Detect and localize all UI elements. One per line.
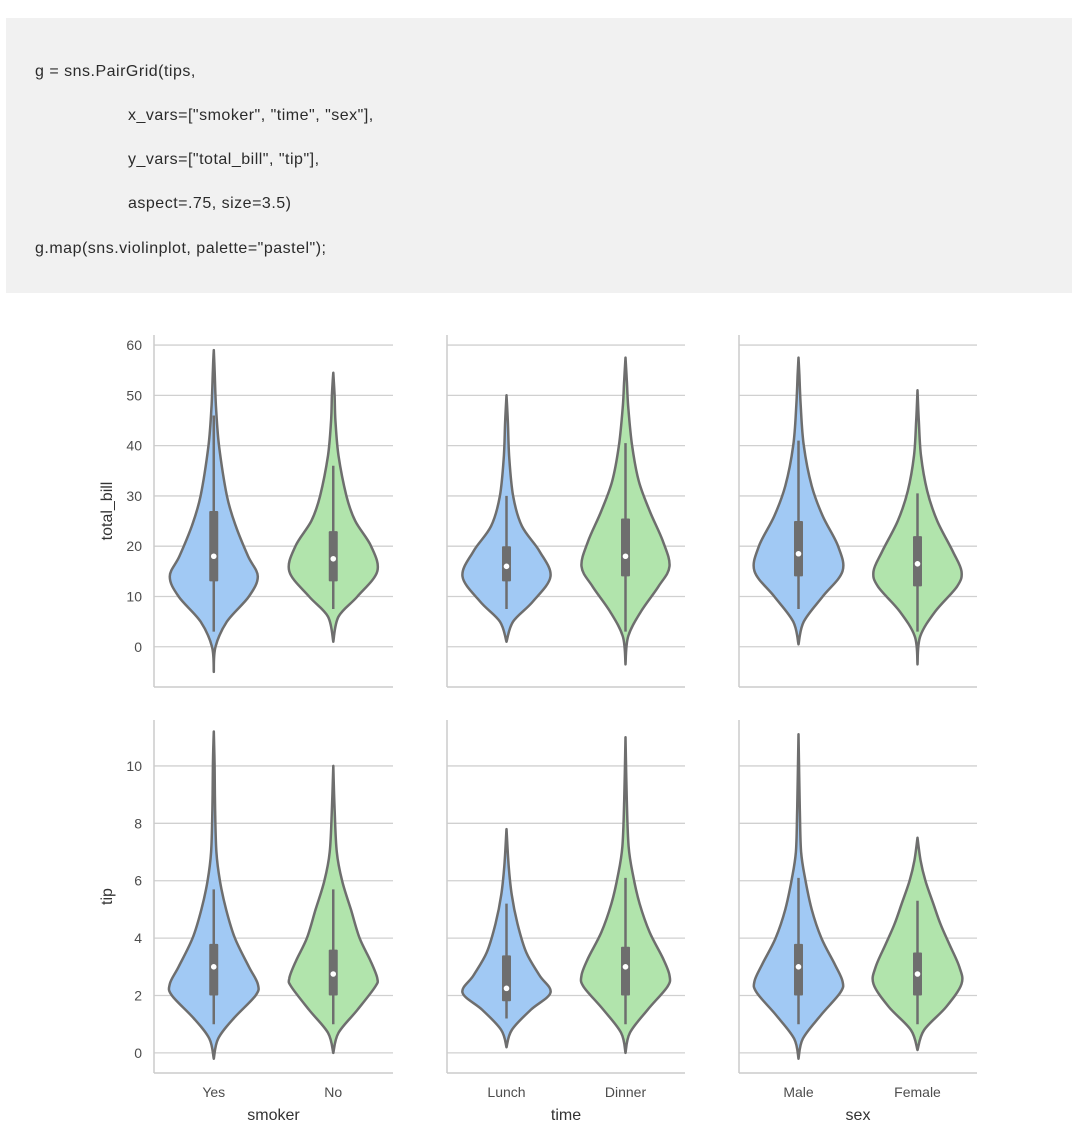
y-tick-label: 8	[134, 815, 142, 831]
x-axis-label: sex	[846, 1107, 871, 1124]
panel-total_bill-time	[446, 335, 685, 688]
violin-median	[210, 553, 217, 560]
y-axis-label: total_bill	[99, 482, 116, 541]
code-block: g = sns.PairGrid(tips, x_vars=["smoker",…	[6, 18, 1072, 293]
violin-median	[330, 555, 337, 562]
x-tick-label: Yes	[202, 1084, 225, 1100]
violin-iqr-box	[794, 521, 803, 577]
violin-median	[914, 561, 921, 567]
violin-median	[503, 563, 510, 570]
violin-iqr-box	[794, 943, 803, 996]
y-tick-label: 4	[134, 930, 142, 946]
violin-iqr-box	[621, 518, 630, 577]
code-line-4: aspect=.75, size=3.5)	[128, 195, 292, 212]
violin-iqr-box	[621, 946, 630, 996]
y-tick-label: 60	[126, 337, 142, 353]
y-axis-label: tip	[99, 888, 116, 905]
violin-iqr-box	[209, 943, 219, 996]
y-tick-label: 10	[126, 758, 142, 774]
code-line-2: x_vars=["smoker", "time", "sex"],	[128, 107, 374, 124]
x-axis-label: time	[551, 1107, 581, 1124]
x-tick-label: Lunch	[487, 1084, 525, 1100]
violin-median	[795, 964, 802, 970]
x-axis-label: smoker	[247, 1107, 300, 1124]
code-line-3: y_vars=["total_bill", "tip"],	[128, 151, 320, 168]
y-tick-label: 40	[126, 438, 142, 454]
x-tick-label: No	[324, 1084, 342, 1100]
violin-median	[622, 553, 629, 560]
y-tick-label: 6	[134, 873, 142, 889]
violin-median	[330, 971, 337, 977]
y-tick-label: 0	[134, 639, 142, 655]
code-line-1: g = sns.PairGrid(tips,	[35, 63, 196, 80]
panel-total_bill-smoker	[153, 335, 393, 688]
y-tick-label: 30	[126, 488, 142, 504]
x-tick-label: Female	[894, 1084, 941, 1100]
x-tick-label: Male	[783, 1084, 814, 1100]
x-tick-label: Dinner	[605, 1084, 647, 1100]
panel-total_bill-sex	[738, 335, 977, 688]
violin-iqr-box	[502, 955, 511, 1002]
y-tick-label: 0	[134, 1045, 142, 1061]
violin-iqr-box	[209, 511, 219, 582]
y-tick-label: 20	[126, 538, 142, 554]
panel-tip-sex	[738, 720, 977, 1074]
y-tick-label: 10	[126, 588, 142, 604]
code-line-5: g.map(sns.violinplot, palette="pastel");	[35, 240, 327, 257]
panel-tip-smoker	[153, 720, 393, 1074]
violin-median	[914, 971, 921, 977]
violin-median	[622, 964, 629, 970]
panel-tip-time	[446, 720, 685, 1074]
y-tick-label: 2	[134, 988, 142, 1004]
violin-median	[210, 964, 217, 970]
violin-median	[795, 550, 802, 557]
violin-median	[503, 985, 510, 992]
y-tick-label: 50	[126, 387, 142, 403]
